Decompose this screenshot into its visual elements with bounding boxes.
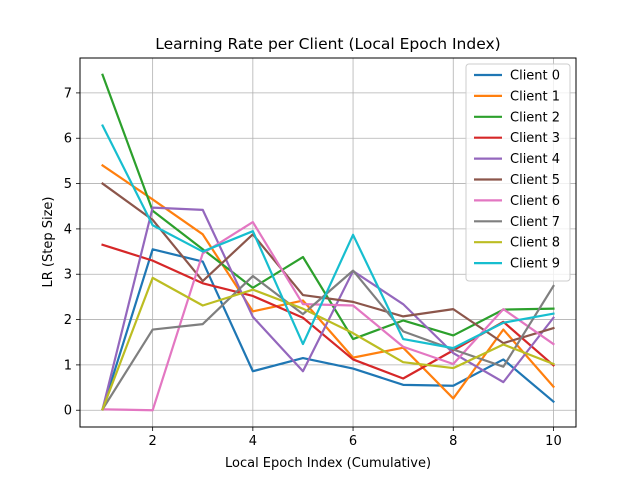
series-line-client-5 [101,182,555,345]
y-axis-label: LR (Step Size) [41,197,56,288]
x-tick-label: 8 [449,434,457,449]
series-line-client-8 [101,276,555,411]
x-axis-label: Local Epoch Index (Cumulative) [225,456,431,471]
series-line-client-9 [101,124,555,350]
legend-label-client-8: Client 8 [510,236,560,251]
legend-label-client-7: Client 7 [510,215,560,230]
y-axis-ticks: 0 1 2 3 4 5 6 7 [64,86,80,419]
x-tick-label: 4 [249,434,257,449]
x-tick-label: 6 [349,434,357,449]
y-tick-label: 3 [64,268,72,283]
y-tick-label: 4 [64,222,72,237]
y-tick-label: 6 [64,132,72,147]
y-tick-label: 0 [64,404,72,419]
x-axis-ticks: 2 4 6 8 10 [149,427,562,449]
series-line-client-1 [101,163,556,400]
series-lines [101,73,556,412]
series-line-client-7 [101,269,555,411]
legend-label-client-0: Client 0 [510,69,560,84]
legend-label-client-6: Client 6 [510,194,560,209]
y-tick-label: 1 [64,358,72,373]
legend: Client 0 Client 1 Client 2 Client 3 Client 4… [465,63,571,282]
legend-label-client-9: Client 9 [510,257,560,272]
legend-label-client-4: Client 4 [510,152,560,167]
y-tick-label: 2 [64,313,72,328]
legend-label-client-5: Client 5 [510,173,560,188]
x-tick-label: 2 [149,434,157,449]
legend-box [465,63,571,282]
x-tick-label: 10 [545,434,562,449]
chart-title: Learning Rate per Client (Local Epoch In… [155,35,500,53]
y-tick-label: 5 [64,177,72,192]
legend-label-client-3: Client 3 [510,131,560,146]
plot-frame [79,57,577,428]
legend-label-client-1: Client 1 [510,89,560,104]
series-line-client-0 [101,248,555,411]
y-tick-label: 7 [64,86,72,101]
legend-label-client-2: Client 2 [510,110,560,125]
